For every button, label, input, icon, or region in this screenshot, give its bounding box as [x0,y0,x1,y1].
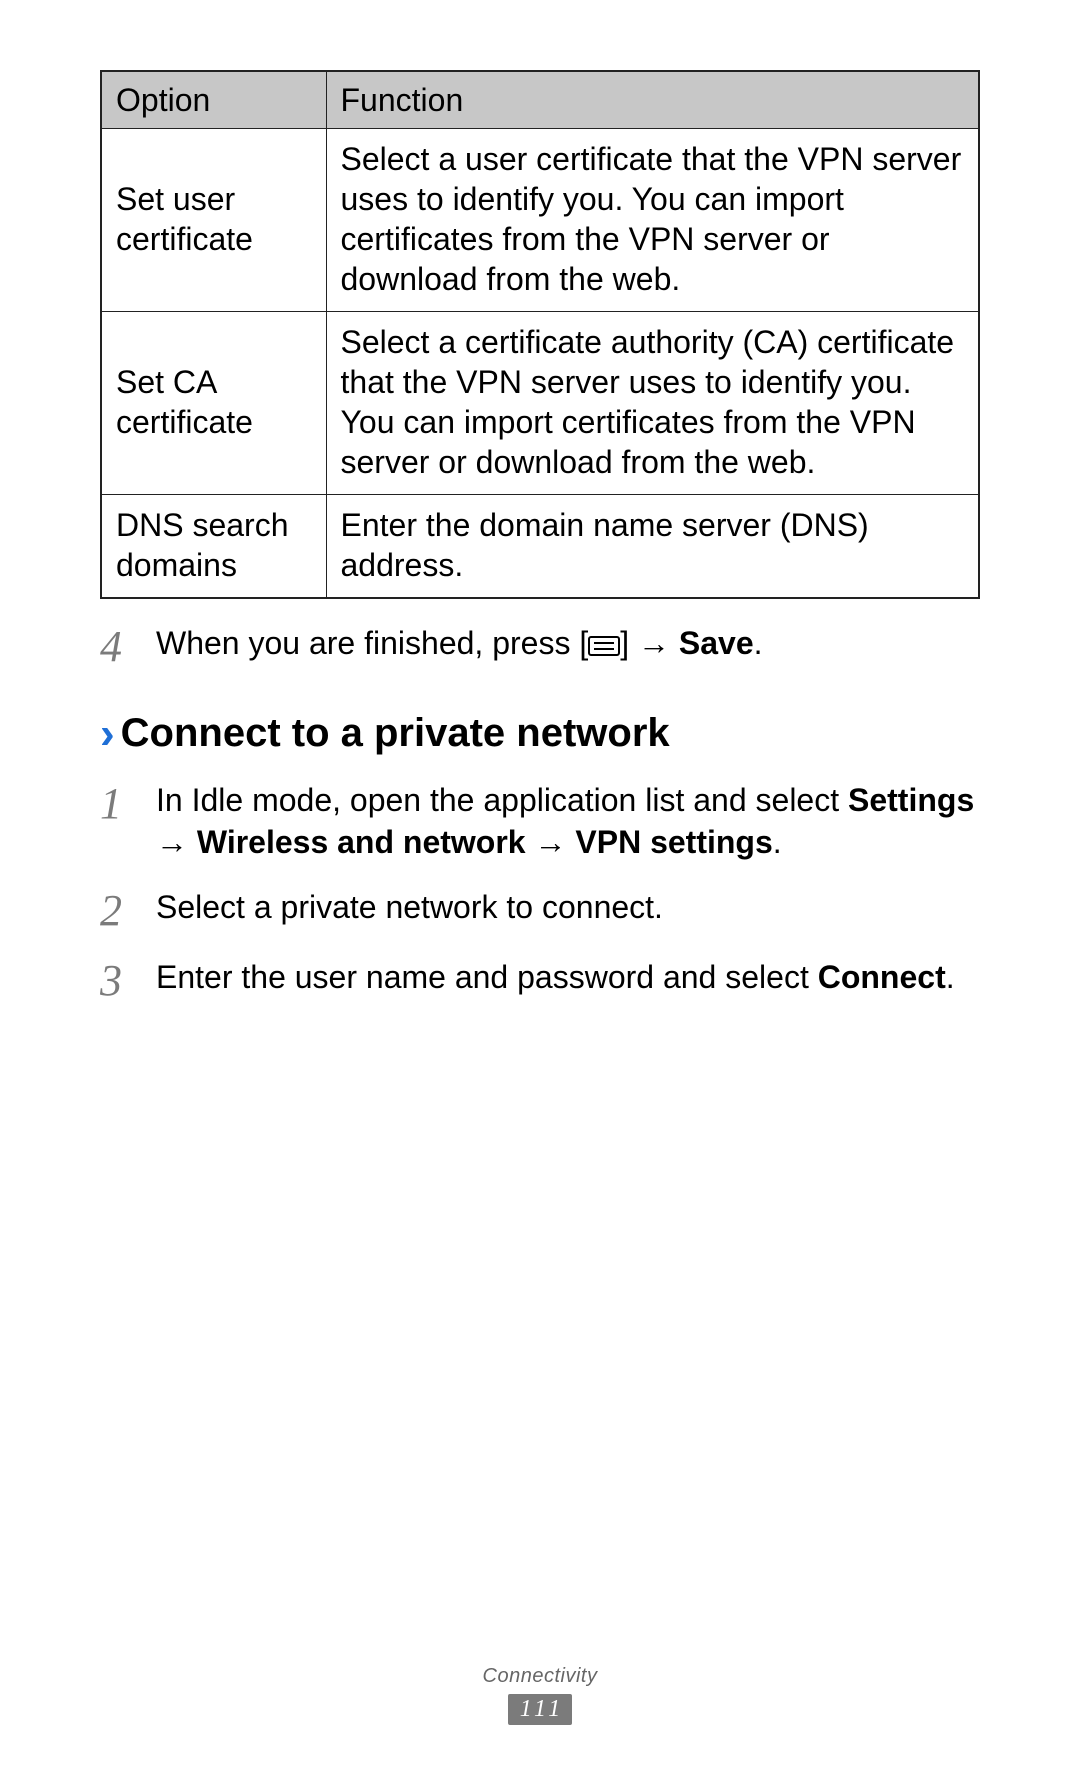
step-body: When you are finished, press [ ] → Save. [156,623,980,665]
step-1: 1 In Idle mode, open the application lis… [100,780,980,863]
step-2: 2 Select a private network to connect. [100,887,980,933]
step3-bold: Connect [818,959,946,995]
table-row: Set CA certificate Select a certificate … [101,312,979,495]
cell-option: DNS search domains [101,495,326,599]
cell-option: Set user certificate [101,129,326,312]
col-header-option: Option [101,71,326,129]
step-number: 2 [100,887,156,933]
footer-section-label: Connectivity [0,1665,1080,1688]
step1-bold2: Wireless and network [197,824,526,860]
step-4: 4 When you are finished, press [ ] → Save… [100,623,980,669]
step3-prefix: Enter the user name and password and sel… [156,959,818,995]
section-heading: › Connect to a private network [100,711,980,756]
step-body: Select a private network to connect. [156,887,980,929]
chevron-icon: › [100,712,115,756]
cell-function: Select a certificate authority (CA) cert… [326,312,979,495]
step4-suffix: . [754,625,763,661]
section-heading-text: Connect to a private network [121,711,670,756]
cell-function: Enter the domain name server (DNS) addre… [326,495,979,599]
col-header-function: Function [326,71,979,129]
step1-bold3: VPN settings [575,824,772,860]
step-number: 3 [100,957,156,1003]
table-header-row: Option Function [101,71,979,129]
step1-mid1: → [156,824,197,860]
menu-icon [588,636,620,656]
step-body: Enter the user name and password and sel… [156,957,980,999]
table-row: DNS search domains Enter the domain name… [101,495,979,599]
table-row: Set user certificate Select a user certi… [101,129,979,312]
cell-option: Set CA certificate [101,312,326,495]
step3-suffix: . [946,959,955,995]
step1-mid2: → [526,824,576,860]
step4-prefix: When you are finished, press [ [156,625,588,661]
step-number: 1 [100,780,156,826]
step1-prefix: In Idle mode, open the application list … [156,782,848,818]
step1-suffix: . [773,824,782,860]
step4-bold: Save [679,625,754,661]
step-body: In Idle mode, open the application list … [156,780,980,863]
step-number: 4 [100,623,156,669]
step-3: 3 Enter the user name and password and s… [100,957,980,1003]
options-table: Option Function Set user certificate Sel… [100,70,980,599]
cell-function: Select a user certificate that the VPN s… [326,129,979,312]
step1-bold1: Settings [848,782,974,818]
page-number-badge: 111 [508,1694,572,1725]
page-footer: Connectivity 111 [0,1665,1080,1725]
step4-middle: ] → [620,625,679,661]
